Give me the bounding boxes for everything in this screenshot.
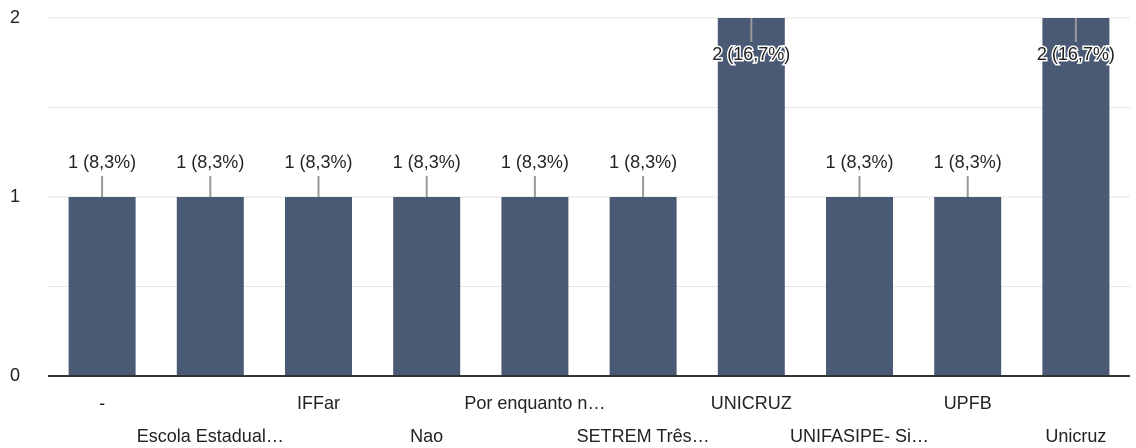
x-tick-label: UNIFASIPE- Si…: [790, 426, 929, 446]
x-tick-label: Por enquanto n…: [464, 393, 605, 413]
bar: [934, 197, 1002, 376]
value-label: 1 (8,3%): [284, 152, 352, 172]
bar: [285, 197, 352, 376]
x-tick-label: Unicruz: [1045, 426, 1106, 446]
x-tick-label: IFFar: [297, 393, 340, 413]
bar: [68, 197, 136, 376]
y-tick-label: 2: [10, 7, 20, 27]
value-label: 1 (8,3%): [501, 152, 569, 172]
x-tick-label: UNICRUZ: [711, 393, 792, 413]
bar: [393, 197, 461, 376]
x-tick-label: SETREM Três…: [577, 426, 710, 446]
x-tick-label: Nao: [410, 426, 443, 446]
value-label: 1 (8,3%): [393, 152, 461, 172]
bar: [501, 197, 569, 376]
x-tick-label: Escola Estadual…: [137, 426, 284, 446]
bar: [717, 18, 785, 376]
value-label: 1 (8,3%): [609, 152, 677, 172]
y-tick-label: 0: [10, 365, 20, 385]
x-tick-label: -: [99, 393, 105, 413]
value-label: 2 (16,7%): [1037, 44, 1115, 64]
y-tick-label: 1: [10, 186, 20, 206]
value-label: 1 (8,3%): [825, 152, 893, 172]
bar: [609, 197, 677, 376]
x-tick-label: UPFB: [944, 393, 992, 413]
value-label: 1 (8,3%): [68, 152, 136, 172]
bar: [1042, 18, 1110, 376]
value-label: 1 (8,3%): [176, 152, 244, 172]
bar: [176, 197, 244, 376]
bar: [826, 197, 893, 376]
value-label: 2 (16,7%): [712, 44, 790, 64]
value-label: 1 (8,3%): [934, 152, 1002, 172]
